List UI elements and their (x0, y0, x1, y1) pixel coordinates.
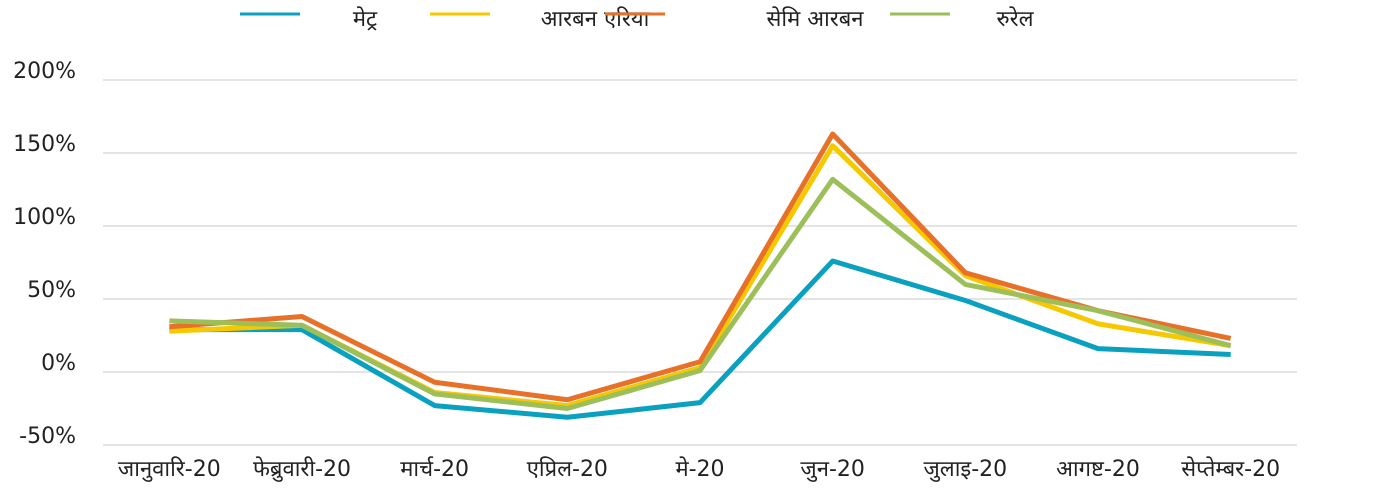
legend-label: सेमि आरबन (767, 6, 865, 32)
legend-label: आरबन एरिया (541, 6, 650, 32)
x-tick-label: जुन-20 (800, 457, 864, 482)
x-tick-label: मे-20 (675, 456, 724, 482)
y-tick-label: 150% (13, 132, 76, 157)
x-tick-label: जुलाइ-20 (923, 457, 1007, 482)
y-tick-label: -50% (19, 424, 76, 449)
line-series (169, 176, 1232, 411)
x-tick-label: आगष्ट-20 (1056, 457, 1140, 482)
legend-label: रुरेल (996, 6, 1034, 32)
legend-label: मेट्र (353, 6, 378, 32)
y-tick-label: 100% (13, 205, 76, 230)
x-tick-label: मार्च-20 (400, 456, 469, 482)
y-tick-label: 200% (13, 59, 76, 84)
y-tick-label: 50% (27, 278, 76, 303)
x-tick-label: एप्रिल-20 (527, 456, 608, 482)
line-series (169, 258, 1231, 420)
y-tick-label: 0% (41, 351, 76, 376)
line-series (169, 131, 1232, 403)
x-tick-label: जानुवारि-20 (118, 456, 221, 482)
x-tick-label: सेप्तेम्बर-20 (1181, 456, 1280, 482)
x-tick-label: फेब्रुवारी-20 (253, 456, 351, 482)
